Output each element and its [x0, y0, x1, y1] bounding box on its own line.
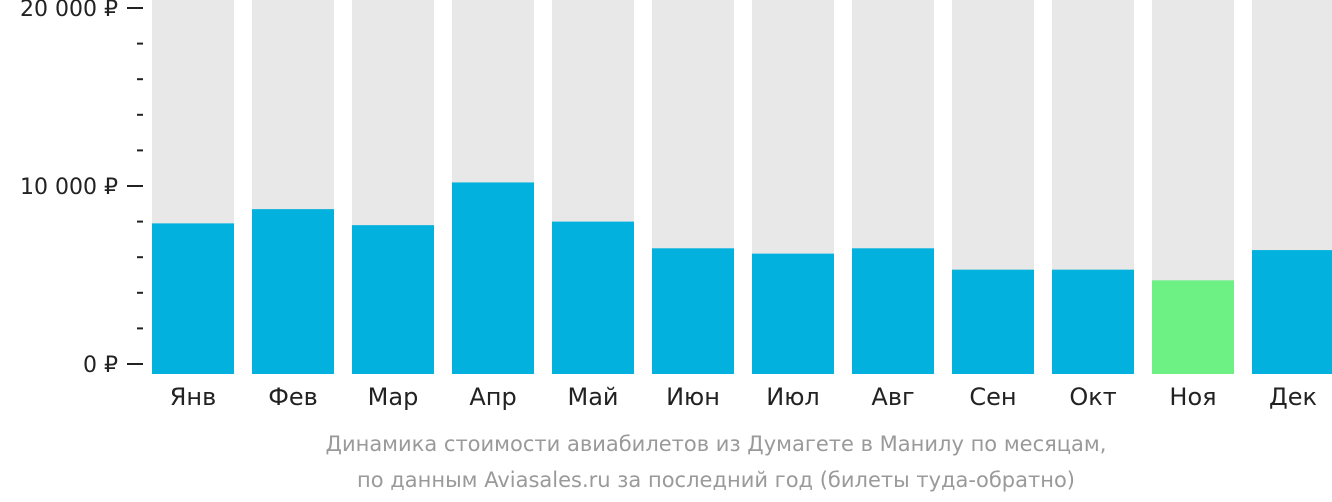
x-tick-label-4: Апр: [469, 383, 516, 411]
x-tick-label-7: Июл: [766, 383, 820, 411]
x-tick-label-3: Мар: [368, 383, 419, 411]
chart-caption-line-1: Динамика стоимости авиабилетов из Думаге…: [325, 432, 1107, 456]
x-tick-label-1: Янв: [170, 383, 217, 411]
bar-3: [352, 225, 434, 374]
x-tick-label-12: Дек: [1269, 383, 1317, 411]
x-tick-label-5: Май: [567, 383, 618, 411]
price-bar-chart: Янв Фев Мар Апр Май Июн Июл Авг Сен Окт Ноя Дек 0 ₽ 1…: [20, 0, 1332, 411]
bar-2: [252, 209, 334, 374]
bar-5: [552, 221, 634, 374]
bar-10: [1052, 269, 1134, 374]
bar-6: [652, 248, 734, 374]
x-tick-label-9: Сен: [969, 383, 1016, 411]
y-tick-label-1: 0 ₽: [83, 353, 118, 378]
bar-4: [452, 182, 534, 374]
chart-caption-line-2: по данным Aviasales.ru за последний год …: [357, 468, 1075, 492]
bar-1: [152, 223, 234, 374]
y-tick-label-3: 20 000 ₽: [20, 0, 118, 22]
x-tick-label-8: Авг: [871, 383, 914, 411]
y-tick-label-2: 10 000 ₽: [20, 175, 118, 200]
bar-12: [1252, 250, 1332, 374]
x-tick-label-6: Июн: [666, 383, 720, 411]
bar-11: [1152, 280, 1234, 374]
bar-7: [752, 253, 834, 374]
bar-9: [952, 269, 1034, 374]
x-tick-label-2: Фев: [268, 383, 318, 411]
x-tick-label-11: Ноя: [1169, 383, 1216, 411]
bar-8: [852, 248, 934, 374]
x-tick-label-10: Окт: [1069, 383, 1116, 411]
